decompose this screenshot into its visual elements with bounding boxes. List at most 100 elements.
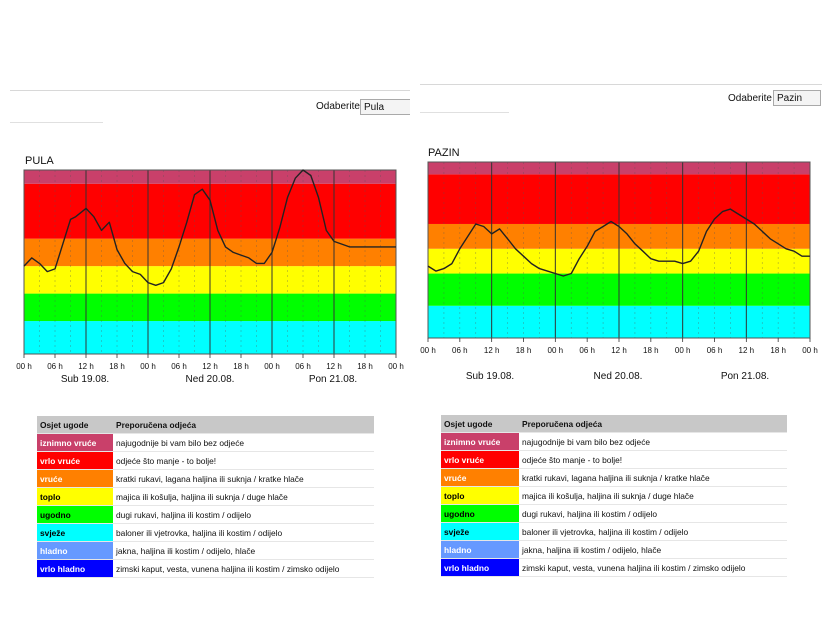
comfort-chart: 00 h 06 h 12 h 18 h 00 h 06 h 12 h 18 h 00 h 06 h… — [420, 161, 818, 355]
comfort-level-label: vrlo hladno — [441, 558, 519, 577]
clothing-recommendation: kratki rukavi, lagana haljina ili suknja… — [113, 469, 374, 488]
legend-row: hladno jakna, haljina ili kostim / odijel… — [441, 540, 787, 559]
clothing-recommendation: odjeće što manje - to bolje! — [113, 451, 374, 470]
comfort-level-label: hladno — [37, 541, 113, 560]
x-tick-label: 18 h — [109, 362, 125, 371]
day-label: Pon 21.08. — [308, 374, 358, 385]
select-label: Odaberite — [728, 93, 772, 104]
x-tick-label: 00 h — [388, 362, 404, 371]
x-tick-label: 12 h — [611, 346, 627, 355]
comfort-level-label: vrlo hladno — [37, 559, 113, 578]
legend-row: vruće kratki rukavi, lagana haljina ili s… — [441, 468, 787, 487]
day-label: Ned 20.08. — [185, 374, 235, 385]
legend-row: vrlo hladno zimski kaput, vesta, vunena h… — [441, 558, 787, 577]
short-divider — [420, 112, 509, 113]
clothing-recommendation: baloner ili vjetrovka, haljina ili kosti… — [113, 523, 374, 542]
city-title: PULA — [25, 155, 54, 167]
x-tick-label: 18 h — [233, 362, 249, 371]
day-label: Ned 20.08. — [593, 371, 643, 382]
legend-row: iznimno vruće najugodnije bi vam bilo bez… — [37, 433, 374, 452]
comfort-level-label: ugodno — [37, 505, 113, 524]
legend-header: Preporučena odjeća — [113, 416, 374, 434]
x-tick-label: 00 h — [140, 362, 156, 371]
legend-header-row: Osjet ugode Preporučena odjeća — [441, 415, 787, 433]
x-tick-label: 00 h — [16, 362, 32, 371]
legend-row: toplo majica ili košulja, haljina ili suk… — [37, 487, 374, 506]
clothing-recommendation: jakna, haljina ili kostim / odijelo, hla… — [519, 540, 787, 559]
x-tick-label: 06 h — [47, 362, 63, 371]
comfort-level-label: iznimno vruće — [37, 433, 113, 452]
comfort-line — [23, 169, 396, 286]
comfort-chart: 00 h 06 h 12 h 18 h 00 h 06 h 12 h 18 h 00 h 06 h… — [16, 169, 404, 371]
x-tick-label: 12 h — [739, 346, 755, 355]
clothing-recommendation: najugodnije bi vam bilo bez odjeće — [519, 432, 787, 451]
day-label: Pon 21.08. — [720, 371, 770, 382]
x-tick-label: 00 h — [802, 346, 818, 355]
x-tick-label: 12 h — [78, 362, 94, 371]
comfort-level-label: vruće — [441, 468, 519, 487]
x-tick-label: 06 h — [171, 362, 187, 371]
comfort-level-label: hladno — [441, 540, 519, 559]
x-tick-label: 00 h — [548, 346, 564, 355]
legend-row: hladno jakna, haljina ili kostim / odijel… — [37, 541, 374, 560]
comfort-line — [427, 208, 810, 277]
legend-row: svježe baloner ili vjetrovka, haljina ili… — [441, 522, 787, 541]
clothing-recommendation: zimski kaput, vesta, vunena haljina ili … — [113, 559, 374, 578]
short-divider — [10, 122, 103, 123]
legend-header-row: Osjet ugode Preporučena odjeća — [37, 416, 374, 434]
clothing-recommendation: kratki rukavi, lagana haljina ili suknja… — [519, 468, 787, 487]
legend-row: svježe baloner ili vjetrovka, haljina ili… — [37, 523, 374, 542]
x-tick-label: 18 h — [516, 346, 532, 355]
clothing-recommendation: dugi rukavi, haljina ili kostim / odijel… — [519, 504, 787, 523]
city-title: PAZIN — [428, 147, 460, 159]
x-tick-label: 00 h — [675, 346, 691, 355]
legend-row: ugodno dugi rukavi, haljina ili kostim / … — [441, 504, 787, 523]
legend-row: vruće kratki rukavi, lagana haljina ili s… — [37, 469, 374, 488]
pula-panel: Odaberite Pula PULA 00 h 06 h 12 h 18 h 00 h… — [0, 0, 410, 623]
clothing-recommendation: majica ili košulja, haljina ili suknja /… — [519, 486, 787, 505]
comfort-level-label: vrlo vruće — [37, 451, 113, 470]
legend-row: vrlo hladno zimski kaput, vesta, vunena h… — [37, 559, 374, 578]
x-tick-label: 12 h — [484, 346, 500, 355]
clothing-recommendation: baloner ili vjetrovka, haljina ili kosti… — [519, 522, 787, 541]
x-tick-label: 06 h — [295, 362, 311, 371]
location-select[interactable]: Pazin — [773, 90, 821, 106]
comfort-level-label: toplo — [441, 486, 519, 505]
x-tick-label: 18 h — [770, 346, 786, 355]
x-tick-label: 06 h — [579, 346, 595, 355]
legend-row: toplo majica ili košulja, haljina ili suk… — [441, 486, 787, 505]
pazin-panel: Odaberite Pazin PAZIN 00 h 06 h 12 h 18 h 00… — [418, 0, 830, 623]
x-tick-label: 12 h — [202, 362, 218, 371]
legend-header: Osjet ugode — [441, 415, 519, 433]
comfort-level-label: svježe — [37, 523, 113, 542]
legend-header: Preporučena odjeća — [519, 415, 787, 433]
clothing-recommendation: najugodnije bi vam bilo bez odjeće — [113, 433, 374, 452]
x-tick-label: 06 h — [452, 346, 468, 355]
x-tick-label: 12 h — [326, 362, 342, 371]
clothing-recommendation: dugi rukavi, haljina ili kostim / odijel… — [113, 505, 374, 524]
day-label: Sub 19.08. — [60, 374, 110, 385]
comfort-legend-table: Osjet ugode Preporučena odjeća iznimno v… — [441, 415, 787, 577]
comfort-legend-table: Osjet ugode Preporučena odjeća iznimno v… — [37, 416, 374, 578]
legend-header: Osjet ugode — [37, 416, 113, 434]
x-tick-label: 06 h — [707, 346, 723, 355]
legend-row: vrlo vruće odjeće što manje - to bolje! — [37, 451, 374, 470]
comfort-level-label: toplo — [37, 487, 113, 506]
clothing-recommendation: jakna, haljina ili kostim / odijelo, hla… — [113, 541, 374, 560]
select-label: Odaberite — [316, 101, 360, 112]
location-select[interactable]: Pula — [360, 99, 410, 115]
clothing-recommendation: odjeće što manje - to bolje! — [519, 450, 787, 469]
x-tick-label: 00 h — [420, 346, 436, 355]
x-tick-label: 00 h — [264, 362, 280, 371]
comfort-level-label: iznimno vruće — [441, 432, 519, 451]
comfort-level-label: vrlo vruće — [441, 450, 519, 469]
day-label: Sub 19.08. — [465, 371, 515, 382]
top-divider — [420, 84, 822, 85]
clothing-recommendation: zimski kaput, vesta, vunena haljina ili … — [519, 558, 787, 577]
x-tick-label: 18 h — [357, 362, 373, 371]
legend-row: ugodno dugi rukavi, haljina ili kostim / … — [37, 505, 374, 524]
clothing-recommendation: majica ili košulja, haljina ili suknja /… — [113, 487, 374, 506]
comfort-level-label: ugodno — [441, 504, 519, 523]
comfort-level-label: vruće — [37, 469, 113, 488]
legend-row: vrlo vruće odjeće što manje - to bolje! — [441, 450, 787, 469]
